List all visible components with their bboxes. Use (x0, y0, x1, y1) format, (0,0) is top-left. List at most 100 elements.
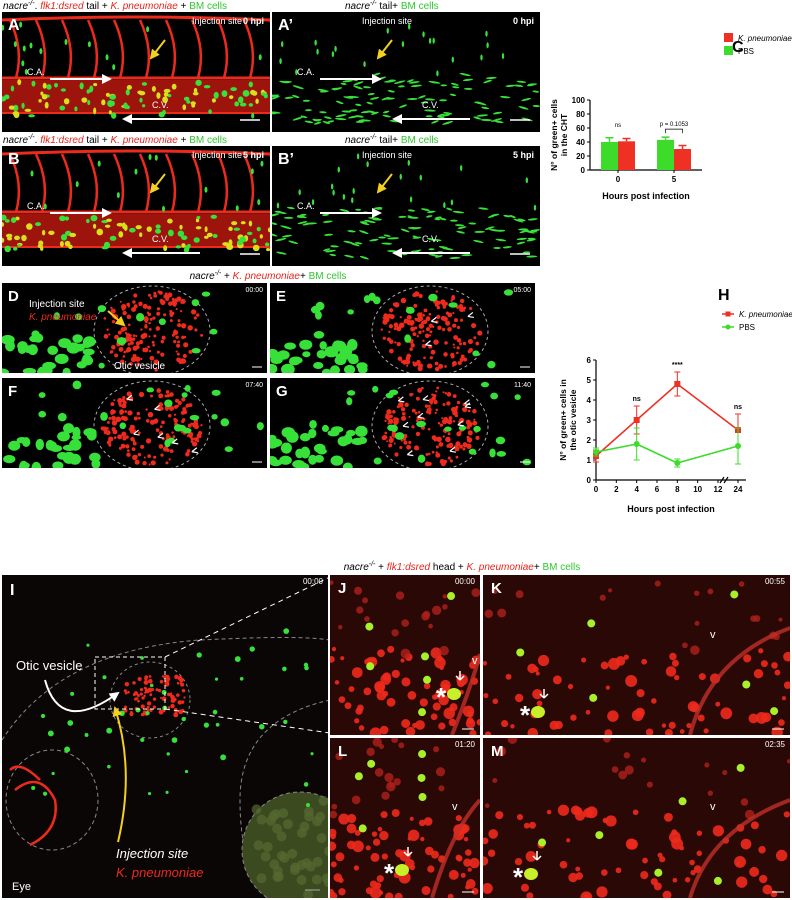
zoom-line (164, 708, 331, 734)
bacteria (187, 325, 193, 331)
cell (355, 115, 364, 118)
bacteria (786, 759, 790, 764)
cell (282, 666, 287, 672)
cell (87, 41, 91, 48)
panel-content (330, 580, 480, 735)
cell (489, 448, 496, 458)
bacteria (400, 407, 406, 412)
cell (272, 232, 278, 237)
cell (474, 230, 485, 233)
cell (211, 389, 221, 396)
cell (449, 256, 461, 259)
bacteria (743, 654, 752, 663)
bacteria (197, 431, 203, 436)
cell-arrow (154, 404, 161, 411)
bacteria (536, 700, 543, 707)
cell (116, 192, 120, 199)
bacteria (443, 459, 448, 464)
cell (255, 98, 259, 104)
cell (286, 206, 295, 210)
cell (48, 230, 55, 235)
bacteria (623, 654, 629, 660)
cell (155, 224, 161, 229)
cell (367, 93, 375, 96)
bacteria (143, 686, 147, 690)
vessel (164, 19, 177, 79)
cell (101, 99, 106, 106)
cell (10, 85, 15, 92)
bacteria (408, 415, 411, 418)
bacteria (410, 343, 415, 348)
cell (139, 232, 143, 238)
cell (358, 230, 369, 235)
cell (38, 392, 46, 398)
bacteria (143, 694, 146, 698)
bacteria (142, 460, 147, 466)
bacteria (167, 413, 172, 418)
cell (454, 224, 465, 227)
cell (387, 424, 396, 431)
cell (417, 773, 426, 782)
bacteria (160, 299, 166, 306)
cell (51, 771, 55, 776)
time-label: 5 hpi (243, 150, 264, 160)
cell (532, 90, 540, 93)
bacteria (406, 314, 412, 320)
cell (461, 254, 473, 257)
cell (360, 110, 373, 114)
time-label: 01:20 (455, 740, 476, 749)
cell (518, 106, 529, 110)
bacteria (132, 681, 136, 685)
bacteria (459, 318, 464, 322)
cell (335, 353, 345, 360)
bacteria-label: K. pneumoniae (29, 312, 97, 323)
bacteria (391, 809, 400, 818)
cell (480, 119, 493, 122)
bacteria (140, 328, 143, 331)
bacteria (193, 421, 198, 426)
cell (203, 722, 209, 728)
bacteria (462, 447, 466, 451)
bacteria (193, 316, 197, 320)
cell (532, 105, 540, 108)
cell (280, 225, 292, 230)
bacteria (570, 714, 577, 721)
cell (311, 199, 315, 206)
cell (442, 114, 451, 117)
cell (342, 80, 353, 83)
x-tick-label: 24 (734, 485, 743, 494)
cell (173, 424, 183, 432)
cell (40, 713, 46, 719)
bacteria (443, 416, 449, 422)
bacteria (436, 386, 440, 390)
bacteria (697, 714, 705, 722)
bacteria (381, 853, 388, 860)
bacteria (415, 419, 419, 422)
cell (494, 120, 504, 124)
bacteria (401, 411, 406, 416)
cell (195, 226, 202, 230)
bacteria (173, 413, 177, 416)
error-bar (678, 144, 687, 149)
bacteria (364, 616, 370, 622)
bacteria (402, 437, 407, 441)
cell (106, 218, 112, 222)
yolk-cell (272, 823, 283, 834)
bacteria (423, 356, 426, 360)
cell (228, 226, 233, 232)
bacteria (760, 660, 768, 668)
bacteria (433, 399, 438, 405)
bacteria (133, 691, 139, 696)
bacteria (127, 323, 131, 327)
x-tick-label: 10 (693, 485, 702, 494)
bacteria (140, 357, 143, 361)
arrow (149, 173, 166, 194)
cell (527, 237, 536, 240)
bacteria (546, 809, 552, 815)
bacteria (166, 393, 170, 398)
bacteria (473, 418, 476, 421)
cell (49, 444, 63, 453)
bacteria (448, 869, 459, 880)
panel-content (330, 738, 480, 898)
bacteria (119, 359, 125, 364)
